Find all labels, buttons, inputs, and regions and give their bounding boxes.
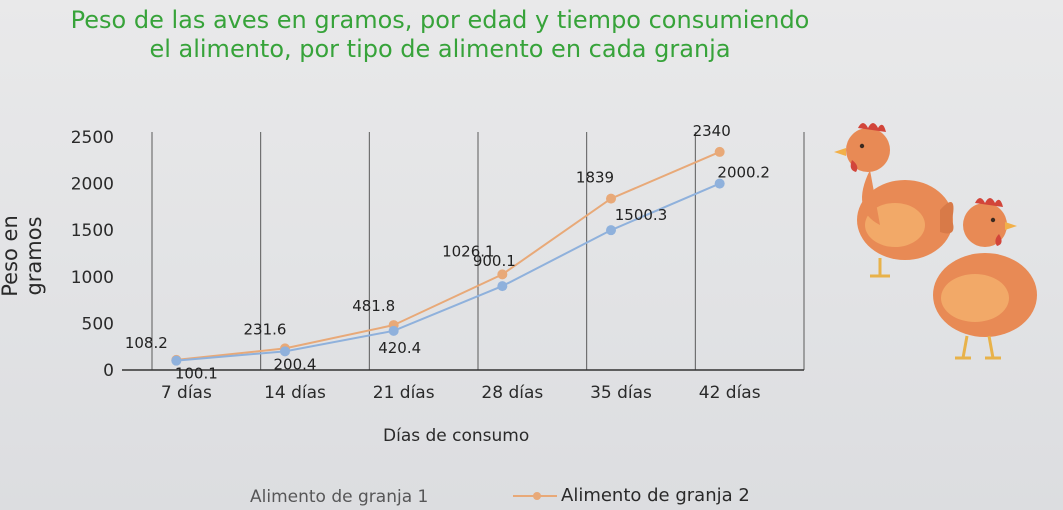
y-tick-label: 500 [82, 314, 114, 334]
title-line-1: Peso de las aves en gramos, por edad y t… [70, 6, 810, 34]
series-line-2 [176, 182, 721, 362]
title-line-2: el alimento, por tipo de alimento en cad… [149, 35, 731, 63]
x-tick-label: 28 días [481, 383, 543, 403]
data-label: 2340 [693, 122, 731, 140]
data-point [714, 146, 725, 157]
y-tick-label: 1500 [71, 221, 114, 241]
y-tick-label: 1000 [71, 268, 114, 288]
data-label: 1026.1 [442, 242, 495, 260]
series-line-1 [176, 150, 721, 361]
data-label: 200.4 [274, 355, 317, 373]
data-point [388, 325, 399, 336]
data-label: 231.6 [244, 320, 287, 338]
data-label: 420.4 [378, 339, 421, 357]
x-tick-label: 21 días [373, 383, 435, 403]
hens-icon [834, 123, 1037, 360]
data-point [606, 193, 616, 204]
legend-item-series-2: Alimento de granja 2 [513, 485, 750, 506]
x-tick-label: 42 días [699, 383, 761, 403]
data-label: 1839 [576, 169, 614, 187]
y-tick-label: 2500 [71, 128, 114, 148]
x-axis-label: Días de consumo [383, 426, 530, 446]
data-point [497, 269, 508, 280]
y-tick-label: 0 [103, 361, 114, 381]
series-layer [171, 146, 725, 366]
y-tick-label: 2000 [71, 175, 114, 195]
data-point [497, 281, 508, 292]
axes: 0 500 1000 1500 2000 2500 7 días 14 días 21 días… [71, 128, 804, 403]
x-tick-label: 14 días [264, 383, 326, 403]
data-label: 108.2 [125, 334, 168, 352]
legend-label-series-2: Alimento de granja 2 [561, 485, 750, 506]
data-point [714, 178, 725, 189]
data-point [171, 355, 182, 366]
data-labels: 108.2 231.6 481.8 1026.1 1839 2340 100.1 200.4 4… [125, 122, 770, 383]
x-tick-label: 7 días [161, 383, 212, 403]
legend-line-icon [513, 491, 557, 500]
data-label: 481.8 [352, 297, 395, 315]
x-tick-label: 35 días [590, 383, 652, 403]
data-label: 900.1 [473, 252, 516, 270]
chart-title: Peso de las aves en gramos, por edad y t… [40, 6, 840, 64]
data-point [280, 346, 290, 357]
legend-item-series-1: Alimento de granja 1 [250, 487, 428, 507]
legend-label-series-1: Alimento de granja 1 [250, 487, 429, 507]
data-point [606, 225, 616, 236]
data-label: 1500.3 [615, 206, 668, 224]
data-label: 2000.2 [717, 164, 770, 182]
data-label: 100.1 [175, 365, 218, 383]
